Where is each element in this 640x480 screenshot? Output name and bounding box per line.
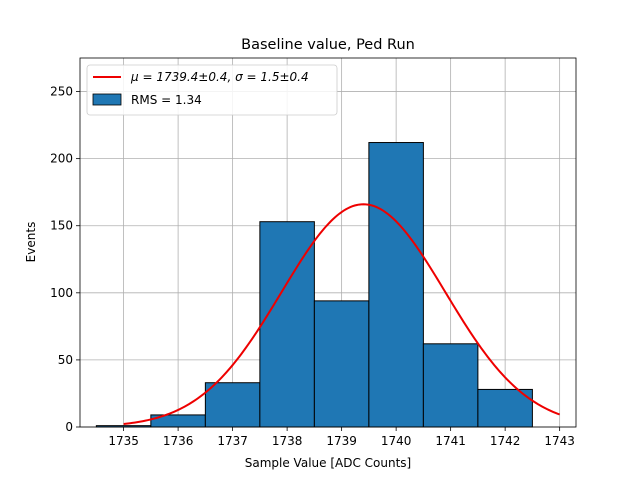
legend: μ = 1739.4±0.4, σ = 1.5±0.4 RMS = 1.34 bbox=[86, 64, 338, 116]
chart-title: Baseline value, Ped Run bbox=[241, 37, 415, 53]
legend-box bbox=[86, 64, 338, 116]
y-tick-label: 200 bbox=[50, 152, 73, 166]
y-tick-label: 0 bbox=[65, 420, 73, 434]
y-tick-label: 250 bbox=[50, 85, 73, 99]
gaussian-fit-curve bbox=[123, 203, 561, 425]
x-tick-label: 1739 bbox=[326, 434, 357, 448]
x-tick-label: 1736 bbox=[163, 434, 194, 448]
histogram-bars bbox=[95, 142, 533, 428]
histogram-bar bbox=[368, 142, 424, 428]
legend-fit-mu: μ = 1739.4±0.4, bbox=[130, 70, 235, 84]
legend-fit-sigma: σ = 1.5±0.4 bbox=[235, 70, 309, 84]
y-axis-label: Events bbox=[24, 222, 38, 263]
x-tick-label: 1740 bbox=[381, 434, 412, 448]
y-tick-label: 100 bbox=[50, 286, 73, 300]
y-tick-label: 150 bbox=[50, 219, 73, 233]
legend-fit-label: μ = 1739.4±0.4, σ = 1.5±0.4 bbox=[130, 70, 309, 84]
x-tick-label: 1735 bbox=[108, 434, 139, 448]
x-tick-label: 1741 bbox=[435, 434, 466, 448]
legend-histogram-label: RMS = 1.34 bbox=[131, 93, 202, 107]
x-tick-label: 1738 bbox=[272, 434, 303, 448]
x-axis-ticks: 1735 1736 1737 1738 1739 1740 1741 1742 1743 bbox=[108, 427, 575, 448]
histogram-bar bbox=[204, 382, 261, 428]
x-tick-label: 1737 bbox=[217, 434, 248, 448]
x-axis-label: Sample Value [ADC Counts] bbox=[245, 456, 411, 470]
legend-histogram-swatch bbox=[92, 93, 122, 106]
histogram-bar bbox=[422, 343, 479, 428]
histogram-bar bbox=[477, 388, 533, 428]
y-tick-label: 50 bbox=[58, 353, 73, 367]
histogram-bar bbox=[313, 300, 370, 428]
plot-frame bbox=[79, 57, 577, 428]
x-tick-label: 1743 bbox=[544, 434, 575, 448]
y-axis-ticks: 0 50 100 150 200 250 bbox=[50, 85, 80, 434]
x-tick-label: 1742 bbox=[490, 434, 521, 448]
